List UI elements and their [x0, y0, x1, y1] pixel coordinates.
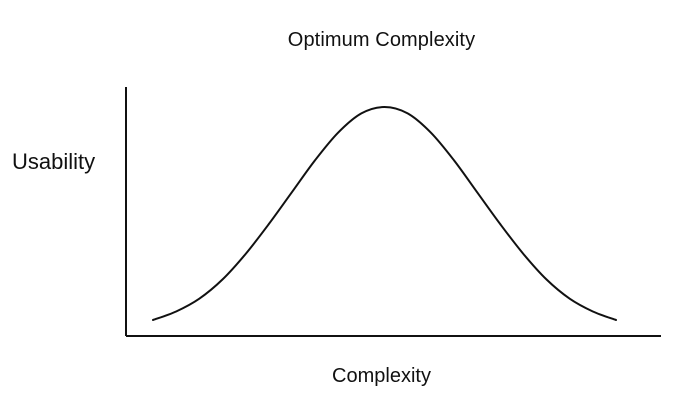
x-axis-label: Complexity [332, 365, 431, 387]
chart-title: Optimum Complexity [287, 29, 476, 51]
usability-curve [152, 106, 617, 321]
y-axis-label: Usability [12, 149, 96, 174]
